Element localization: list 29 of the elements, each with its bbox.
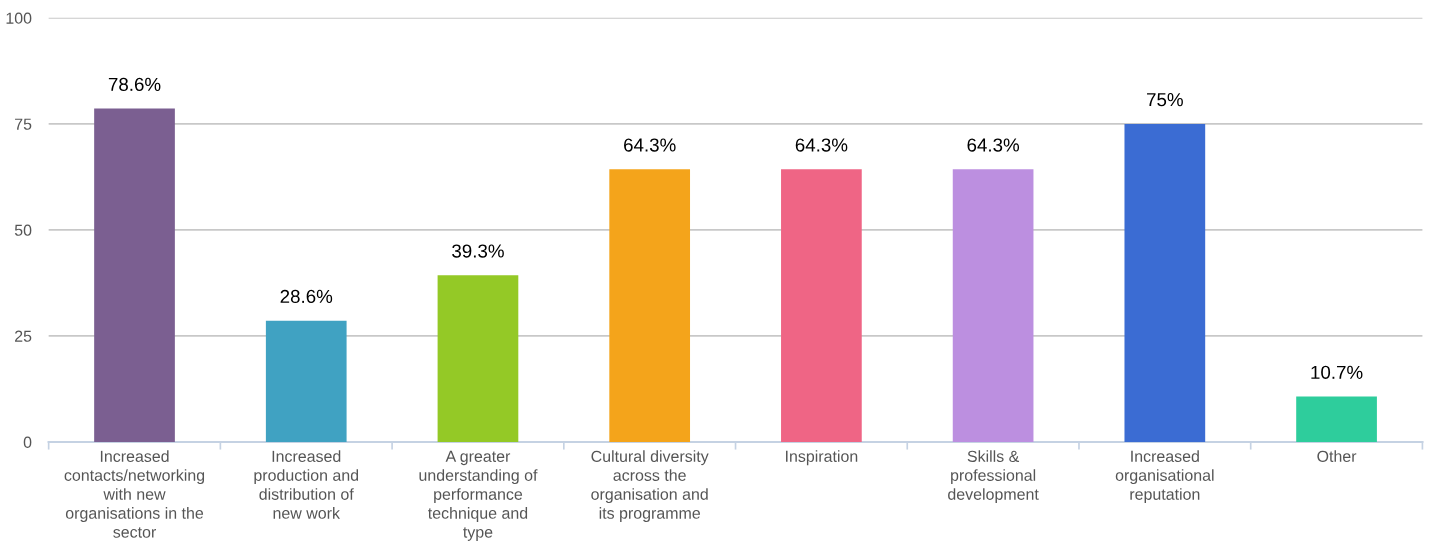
y-tick-label: 100 bbox=[6, 12, 32, 24]
bar bbox=[609, 169, 691, 442]
x-tick-label: Cultural diversity across the organisation and its programme bbox=[591, 450, 709, 522]
bar bbox=[781, 169, 862, 442]
x-tick-label: A greater understanding of performance technique and type bbox=[419, 450, 538, 541]
data-label: 78.6% bbox=[108, 77, 161, 92]
y-tick-label: 25 bbox=[15, 330, 32, 342]
x-tick-label: Increased organisational reputation bbox=[1115, 450, 1214, 504]
x-tick-label: Increased contacts/networking with new organisations in the sector bbox=[64, 450, 205, 538]
data-label: 10.7% bbox=[1311, 365, 1363, 379]
x-tick-label: Other bbox=[1317, 450, 1357, 462]
data-label: 64.3% bbox=[795, 138, 848, 152]
y-tick-label: 75 bbox=[15, 118, 32, 130]
x-tick-label: Skills & professional development bbox=[948, 450, 1039, 504]
x-tick-label: Increased production and distribution of new work bbox=[254, 450, 359, 519]
data-label: 39.3% bbox=[452, 244, 504, 258]
y-tick-label: 50 bbox=[14, 224, 32, 236]
bar bbox=[437, 275, 519, 442]
bar bbox=[1296, 396, 1377, 442]
bar bbox=[952, 169, 1034, 442]
data-label: 75% bbox=[1147, 93, 1183, 107]
data-label: 64.3% bbox=[967, 138, 1020, 152]
bar bbox=[1124, 123, 1206, 442]
bar bbox=[265, 320, 347, 442]
data-label: 28.6% bbox=[280, 289, 333, 304]
y-tick-label: 0 bbox=[23, 436, 32, 448]
data-label: 64.3% bbox=[624, 138, 676, 152]
bar bbox=[94, 108, 175, 442]
x-tick-label: Inspiration bbox=[786, 450, 858, 466]
